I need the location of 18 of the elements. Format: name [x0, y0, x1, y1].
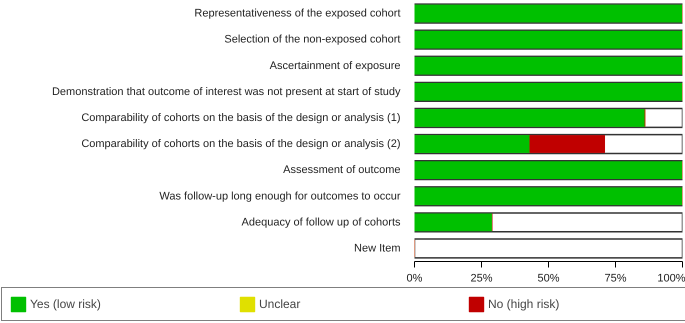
- y-tick-label: Demonstration that outcome of interest was not present at start of study: [52, 86, 401, 98]
- y-tick-label: New Item: [354, 242, 401, 254]
- y-tick-label: Was follow-up long enough for outcomes to occur: [159, 190, 401, 202]
- y-tick-label: Ascertainment of exposure: [270, 60, 401, 72]
- legend-label: Yes (low risk): [30, 297, 102, 311]
- legend-label: No (high risk): [488, 297, 560, 311]
- y-tick-label: Assessment of outcome: [283, 164, 401, 176]
- x-tick-label: 100%: [657, 272, 685, 284]
- y-tick-label: Adequacy of follow up of cohorts: [242, 216, 401, 228]
- y-tick-label: Comparability of cohorts on the basis of the design or analysis (1): [81, 112, 401, 124]
- x-tick-label: 25%: [470, 272, 493, 284]
- y-tick-label: Representativeness of the exposed cohort: [194, 8, 401, 20]
- x-tick-label: 0%: [406, 272, 423, 284]
- y-tick-label: Selection of the non-exposed cohort: [224, 34, 401, 46]
- y-tick-label: Comparability of cohorts on the basis of the design or analysis (2): [81, 138, 401, 150]
- legend-label: Unclear: [259, 297, 302, 311]
- x-tick-label: 50%: [537, 272, 560, 284]
- x-tick-label: 75%: [604, 272, 627, 284]
